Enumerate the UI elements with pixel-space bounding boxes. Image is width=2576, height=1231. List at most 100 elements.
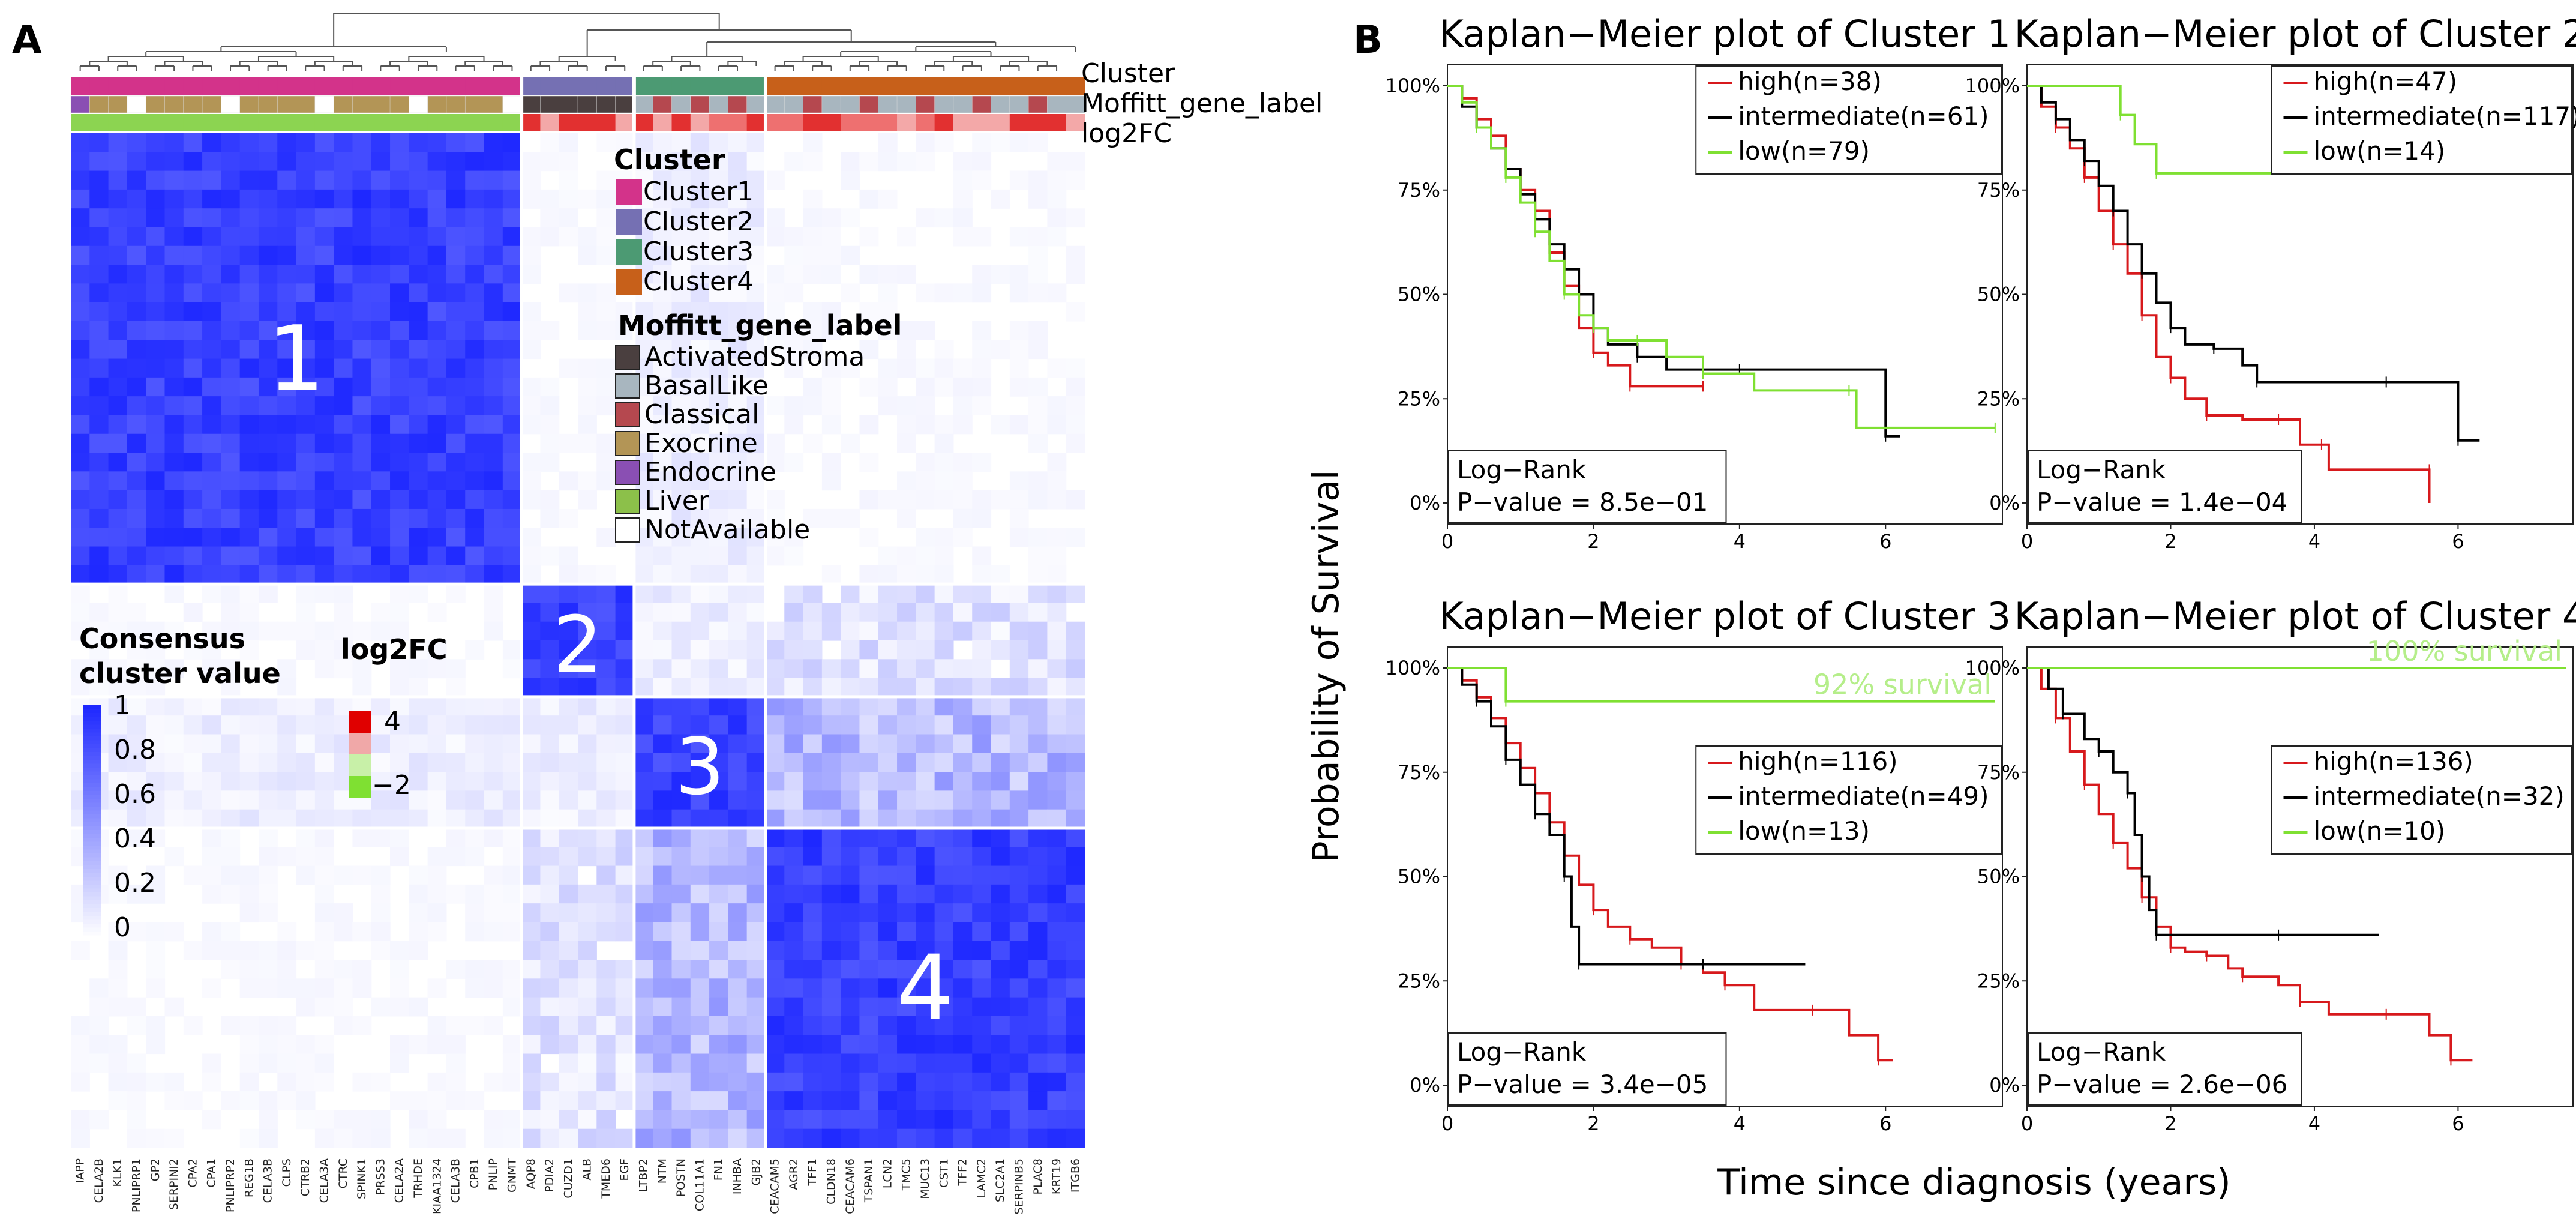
log2fc-color-legend: log2FC 4 −2	[341, 633, 448, 801]
log2fc-annotation-cell	[334, 114, 353, 131]
moffitt-legend-items: ActivatedStromaBasalLikeClassicalExocrin…	[615, 342, 865, 545]
heatmap-cell	[916, 978, 935, 998]
consensus-gradient-step	[83, 791, 101, 795]
heatmap-cell	[596, 189, 616, 209]
heatmap-cell	[296, 603, 316, 622]
heatmap-cell	[1047, 922, 1067, 942]
heatmap-cell	[690, 696, 710, 716]
heatmap-cell	[146, 377, 166, 397]
heatmap-cell	[991, 490, 1010, 510]
consensus-gradient-step	[83, 830, 101, 834]
moffitt-annotation-cell	[821, 95, 841, 113]
moffitt-legend-label: NotAvailable	[644, 514, 810, 545]
heatmap-cell	[108, 922, 128, 942]
heatmap-cell	[671, 884, 691, 904]
heatmap-cell	[239, 1128, 259, 1148]
heatmap-cell	[164, 696, 184, 716]
heatmap-cell	[953, 978, 973, 998]
heatmap-cell	[239, 490, 259, 510]
heatmap-cell	[296, 1110, 316, 1130]
heatmap-cell	[821, 565, 841, 585]
heatmap-cell	[953, 828, 973, 847]
heatmap-cell	[277, 433, 297, 453]
log2fc-annotation-cell	[859, 114, 879, 131]
heatmap-cell	[484, 133, 503, 152]
heatmap-cell	[334, 508, 353, 528]
consensus-legend-tick: 0.6	[114, 779, 156, 810]
heatmap-cell	[164, 847, 184, 867]
heatmap-cell	[540, 678, 560, 697]
heatmap-cell	[108, 678, 128, 697]
heatmap-cell	[859, 903, 879, 923]
heatmap-cell	[859, 997, 879, 1017]
heatmap-cell	[427, 1016, 447, 1035]
heatmap-cell	[653, 546, 673, 566]
heatmap-cell	[202, 433, 221, 453]
heatmap-cell	[765, 528, 785, 547]
heatmap-cell	[821, 960, 841, 979]
heatmap-cell	[202, 753, 221, 772]
heatmap-cell	[653, 865, 673, 885]
heatmap-cell	[1009, 1110, 1029, 1130]
heatmap-cell	[221, 302, 241, 322]
moffitt-legend-swatch	[615, 345, 640, 370]
heatmap-cell	[108, 377, 128, 397]
heatmap-cell	[953, 621, 973, 641]
heatmap-cell	[916, 621, 935, 641]
heatmap-cell	[559, 1110, 578, 1130]
heatmap-cell	[972, 997, 992, 1017]
heatmap-cell	[1047, 396, 1067, 416]
heatmap-cell	[878, 640, 898, 660]
heatmap-cell	[146, 152, 166, 172]
heatmap-cell	[821, 828, 841, 847]
heatmap-cell	[991, 753, 1010, 772]
heatmap-cell	[502, 997, 522, 1017]
heatmap-cell	[1047, 659, 1067, 679]
heatmap-cell	[615, 997, 635, 1017]
heatmap-cell	[709, 1035, 728, 1055]
heatmap-cell	[765, 1053, 785, 1073]
heatmap-cell	[934, 528, 954, 547]
heatmap-cell	[690, 265, 710, 284]
heatmap-cell	[559, 471, 578, 491]
heatmap-cell	[296, 565, 316, 585]
heatmap-cell	[446, 170, 466, 190]
heatmap-cell	[934, 621, 954, 641]
heatmap-cell	[671, 1110, 691, 1130]
heatmap-cell	[390, 528, 409, 547]
heatmap-cell	[1009, 265, 1029, 284]
heatmap-cell	[746, 903, 766, 923]
heatmap-cell	[765, 1016, 785, 1035]
heatmap-cell	[634, 1128, 653, 1148]
heatmap-cell	[409, 903, 428, 923]
heatmap-cell	[390, 621, 409, 641]
consensus-gradient-step	[83, 787, 101, 792]
heatmap-cell	[690, 715, 710, 735]
log2fc-annotation-cell	[671, 114, 691, 131]
heatmap-cell	[765, 1110, 785, 1130]
heatmap-cell	[746, 753, 766, 772]
moffitt-annotation-cell	[991, 95, 1010, 113]
heatmap-cell	[653, 678, 673, 697]
heatmap-cell	[127, 696, 146, 716]
heatmap-cell	[1028, 227, 1048, 247]
heatmap-cell	[465, 978, 485, 998]
heatmap-cell	[1047, 1072, 1067, 1092]
heatmap-cell	[334, 1128, 353, 1148]
heatmap-cell	[690, 546, 710, 566]
heatmap-cell	[634, 903, 653, 923]
heatmap-cell	[239, 734, 259, 754]
consensus-gradient-step	[83, 779, 101, 784]
consensus-legend-ticks: 10.80.60.40.20	[114, 690, 156, 943]
heatmap-cell	[784, 696, 804, 716]
heatmap-cell	[221, 696, 241, 716]
heatmap-cell	[972, 546, 992, 566]
heatmap-cell	[521, 546, 541, 566]
consensus-gradient-bar	[83, 705, 101, 940]
heatmap-cell	[427, 528, 447, 547]
heatmap-cell	[146, 678, 166, 697]
heatmap-cell	[221, 227, 241, 247]
heatmap-cell	[709, 471, 728, 491]
heatmap-cell	[671, 528, 691, 547]
heatmap-cell	[765, 640, 785, 660]
